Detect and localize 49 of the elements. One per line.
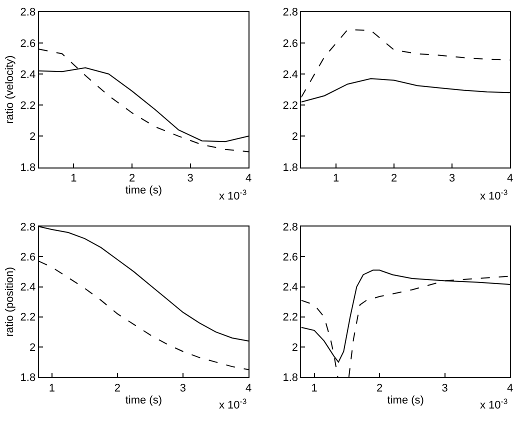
y-tick-label: 2.4 bbox=[282, 282, 298, 294]
text: x 10$^{-3}$ bbox=[480, 397, 508, 412]
x-tick-label: 3 bbox=[180, 382, 186, 394]
y-tick-label: 2.2 bbox=[20, 100, 36, 112]
x-tick-label: 2 bbox=[128, 172, 136, 184]
x-tick-label: 4 bbox=[245, 172, 252, 184]
y-tick-label: 2.6 bbox=[20, 251, 36, 264]
y-tick-label: 2.2 bbox=[282, 312, 298, 324]
y-tick-label: 2.6 bbox=[20, 38, 36, 50]
x-tick-label: 1 bbox=[48, 382, 55, 394]
y-axis-title: ratio (velocity) bbox=[4, 55, 16, 124]
y-tick-label: 1.8 bbox=[282, 162, 298, 174]
y-tick-label: 1.8 bbox=[282, 372, 298, 384]
x-tick-label: 1 bbox=[332, 172, 340, 184]
y-tick-label: 2.6 bbox=[282, 251, 298, 264]
y-tick-label: 2.6 bbox=[282, 38, 298, 50]
x-axis-title: time (s) bbox=[125, 184, 162, 197]
y-tick-label: 2.8 bbox=[20, 221, 36, 234]
x-tick-label: 2 bbox=[390, 172, 398, 184]
x-tick-label: 1 bbox=[311, 382, 318, 394]
y-tick-label: 2 bbox=[29, 342, 36, 354]
x-tick-label: 3 bbox=[442, 382, 448, 394]
text: x 10$^{-3}$ bbox=[219, 188, 247, 203]
y-tick-label: 2.2 bbox=[20, 312, 36, 324]
text: x 10$^{-3}$ bbox=[480, 188, 508, 203]
y-tick-label: 1.8 bbox=[20, 162, 36, 174]
x-tick-label: 4 bbox=[245, 382, 252, 394]
y-tick-label: 2 bbox=[29, 131, 36, 144]
y-tick-label: 2.4 bbox=[20, 68, 36, 81]
x-axis-title: time (s) bbox=[125, 394, 162, 407]
y-tick-label: 2.2 bbox=[282, 100, 298, 112]
y-tick-label: 2.8 bbox=[282, 221, 298, 234]
y-tick-label: 2.8 bbox=[282, 6, 298, 19]
text: x 10$^{-3}$ bbox=[219, 397, 247, 412]
x-tick-label: 3 bbox=[448, 172, 456, 184]
y-tick-label: 1.8 bbox=[20, 372, 36, 384]
y-tick-label: 2.4 bbox=[282, 68, 298, 81]
x-axis-title: time (s) bbox=[387, 394, 424, 407]
y-tick-label: 2.8 bbox=[20, 6, 36, 19]
x-tick-label: 4 bbox=[506, 172, 514, 184]
y-tick-label: 2 bbox=[292, 131, 298, 144]
x-tick-label: 4 bbox=[506, 382, 514, 394]
x-tick-label: 1 bbox=[70, 172, 77, 184]
x-tick-label: 3 bbox=[187, 172, 194, 184]
y-axis-title: ratio (position) bbox=[4, 266, 16, 337]
x-tick-label: 2 bbox=[114, 382, 121, 394]
x-tick-label: 2 bbox=[376, 382, 383, 394]
y-tick-label: 2 bbox=[292, 342, 298, 354]
y-tick-label: 2.4 bbox=[20, 282, 36, 294]
